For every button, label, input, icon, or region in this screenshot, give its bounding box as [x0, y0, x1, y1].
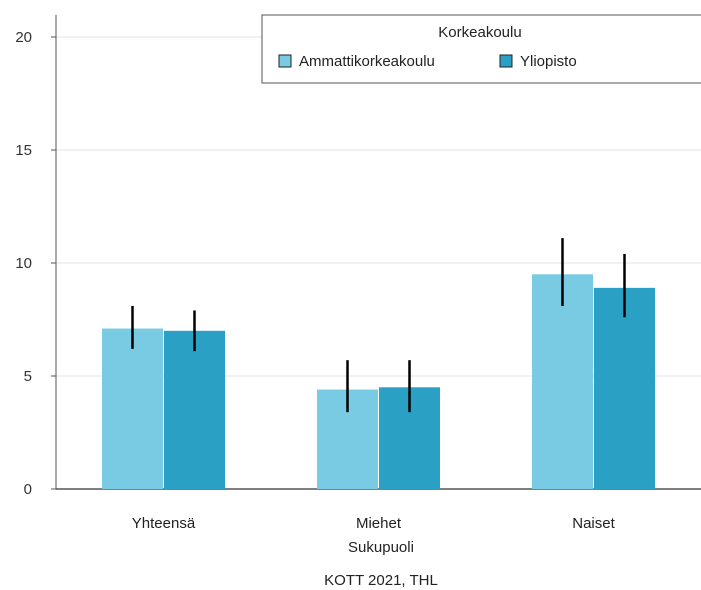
bar-ammattikorkeakoulu-yhteensä — [102, 328, 163, 489]
bar-ammattikorkeakoulu-naiset — [532, 274, 593, 489]
axes — [51, 15, 701, 490]
x-tick-label: Yhteensä — [132, 515, 196, 532]
error-bars — [131, 238, 626, 413]
bar-yliopisto-yhteensä — [164, 330, 225, 489]
y-tick-label: 10 — [15, 255, 32, 272]
legend-swatch-yliopisto — [499, 54, 513, 68]
y-tick-label: 5 — [24, 368, 32, 385]
legend-label-yliopisto: Yliopisto — [520, 53, 577, 70]
y-tick-label: 20 — [15, 29, 32, 46]
labels: 0 5 10 15 20 Yhteensä Miehet Naiset — [15, 29, 615, 532]
legend: Korkeakoulu Ammattikorkeakoulu Yliopisto — [261, 14, 701, 84]
x-tick-label: Miehet — [356, 515, 402, 532]
bars — [102, 274, 655, 489]
legend-label-ammattikorkeakoulu: Ammattikorkeakoulu — [299, 53, 435, 70]
legend-title: Korkeakoulu — [438, 24, 521, 41]
bar-yliopisto-naiset — [594, 287, 655, 489]
source-caption: KOTT 2021, THL — [324, 572, 438, 589]
x-tick-label: Naiset — [572, 515, 615, 532]
y-tick-label: 15 — [15, 142, 32, 159]
legend-swatch-ammattikorkeakoulu — [278, 54, 292, 68]
legend-box — [261, 14, 701, 84]
y-tick-label: 0 — [24, 481, 32, 498]
x-axis-title: Sukupuoli — [348, 539, 414, 556]
